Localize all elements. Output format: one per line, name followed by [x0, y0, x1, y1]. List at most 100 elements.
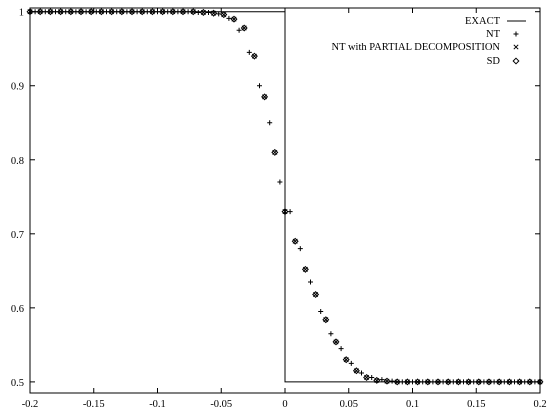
nt-partial-point: [282, 209, 288, 215]
x-tick-label: -0.1: [149, 399, 166, 410]
nt-partial-point: [445, 379, 451, 385]
x-tick-label: 0: [282, 399, 287, 410]
nt-partial-point: [58, 9, 64, 15]
nt-partial-point: [98, 9, 104, 15]
legend: EXACT NT NT with PARTIAL DECOMPOSITION S…: [332, 16, 526, 67]
nt-point: [216, 11, 222, 17]
nt-point: [461, 379, 466, 385]
sd-point: [189, 8, 197, 16]
nt-point: [481, 379, 487, 385]
nt-point: [308, 279, 313, 285]
nt-partial-point: [333, 339, 339, 345]
sd-point: [414, 378, 422, 386]
nt-partial-point: [486, 379, 492, 385]
sd-point: [36, 8, 44, 16]
nt-point: [277, 179, 283, 185]
sd-point: [26, 8, 34, 16]
legend-label-nt: NT: [486, 29, 501, 40]
sd-point: [495, 378, 503, 386]
nt-point: [420, 379, 426, 385]
exact-series-line: [30, 11, 540, 383]
sd-point: [118, 8, 126, 16]
nt-point: [297, 246, 303, 252]
sd-point: [322, 316, 330, 324]
sd-point: [475, 378, 483, 386]
nt-partial-point: [364, 374, 370, 381]
sd-point: [169, 8, 177, 16]
sd-point: [332, 338, 340, 346]
nt-partial-point: [211, 10, 217, 16]
nt-point: [287, 209, 293, 215]
sd-point: [281, 208, 289, 216]
sd-point: [424, 378, 432, 386]
sd-point: [87, 8, 95, 16]
nt-partial-point: [425, 379, 431, 385]
nt-point: [532, 379, 538, 385]
sd-point: [108, 8, 116, 16]
y-tick-label: 0.9: [11, 82, 24, 93]
nt-point: [144, 9, 150, 15]
nt-partial-point: [241, 25, 247, 31]
legend-key-nt: [513, 31, 519, 37]
sd-point: [403, 378, 411, 386]
nt-partial-point: [262, 94, 268, 100]
sd-point: [271, 148, 279, 156]
nt-point: [440, 379, 446, 385]
sd-point: [383, 377, 391, 385]
series-layer: [26, 8, 544, 386]
nt-point: [328, 331, 334, 337]
nt-partial-point: [302, 266, 308, 272]
nt-point: [236, 27, 242, 33]
nt-partial-point: [37, 9, 43, 15]
sd-point: [199, 8, 207, 16]
nt-partial-point: [27, 9, 33, 15]
nt-partial-point: [68, 9, 74, 15]
legend-marker-sd: [512, 57, 520, 65]
sd-point: [434, 378, 442, 386]
nt-partial-point: [323, 317, 329, 323]
nt-partial-point: [455, 379, 461, 385]
y-tick-label: 0.8: [11, 156, 24, 167]
nt-point: [338, 346, 344, 352]
nt-point: [512, 379, 517, 385]
sd-point: [220, 11, 228, 19]
x-tick-label: 0.1: [406, 399, 419, 410]
nt-partial-point: [47, 9, 53, 15]
sd-point: [77, 8, 85, 16]
nt-partial-point: [506, 379, 512, 385]
nt-partial-point: [119, 9, 125, 15]
sd-point: [46, 8, 54, 16]
nt-point: [32, 9, 38, 15]
nt-partial-point: [435, 379, 441, 385]
nt-point: [134, 9, 140, 15]
nt-point: [53, 9, 58, 15]
nt-partial-point: [527, 379, 533, 385]
nt-point: [471, 379, 477, 385]
sd-point: [485, 378, 493, 386]
nt-point: [501, 379, 507, 385]
sd-point: [128, 8, 136, 16]
nt-point: [246, 49, 252, 55]
sd-point: [312, 291, 320, 299]
nt-partial-point: [200, 9, 206, 15]
axis-ticks: -0.2 -0.15 -0.1 -0.05 0 0.05 0.1 0.15 0.2 0.5 0.6 0…: [11, 8, 547, 410]
sd-point: [261, 93, 269, 101]
nt-point: [63, 9, 69, 15]
nt-partial-point: [384, 378, 390, 384]
legend-label-exact: EXACT: [465, 16, 501, 27]
sd-point: [393, 378, 401, 386]
x-tick-label: -0.2: [22, 399, 39, 410]
nt-partial-point: [466, 379, 472, 385]
sd-point: [352, 367, 360, 375]
sd-point: [291, 237, 299, 245]
nt-point: [257, 83, 262, 89]
nt-partial-point: [109, 9, 115, 15]
legend-key-nt-partial: [513, 44, 519, 50]
sd-point: [230, 15, 238, 23]
nt-point: [93, 9, 99, 15]
nt-partial-point: [88, 9, 94, 15]
sd-point: [159, 8, 167, 16]
sd-point: [240, 24, 248, 32]
nt-partial-point: [313, 291, 319, 298]
x-tick-label: 0.2: [533, 399, 546, 410]
